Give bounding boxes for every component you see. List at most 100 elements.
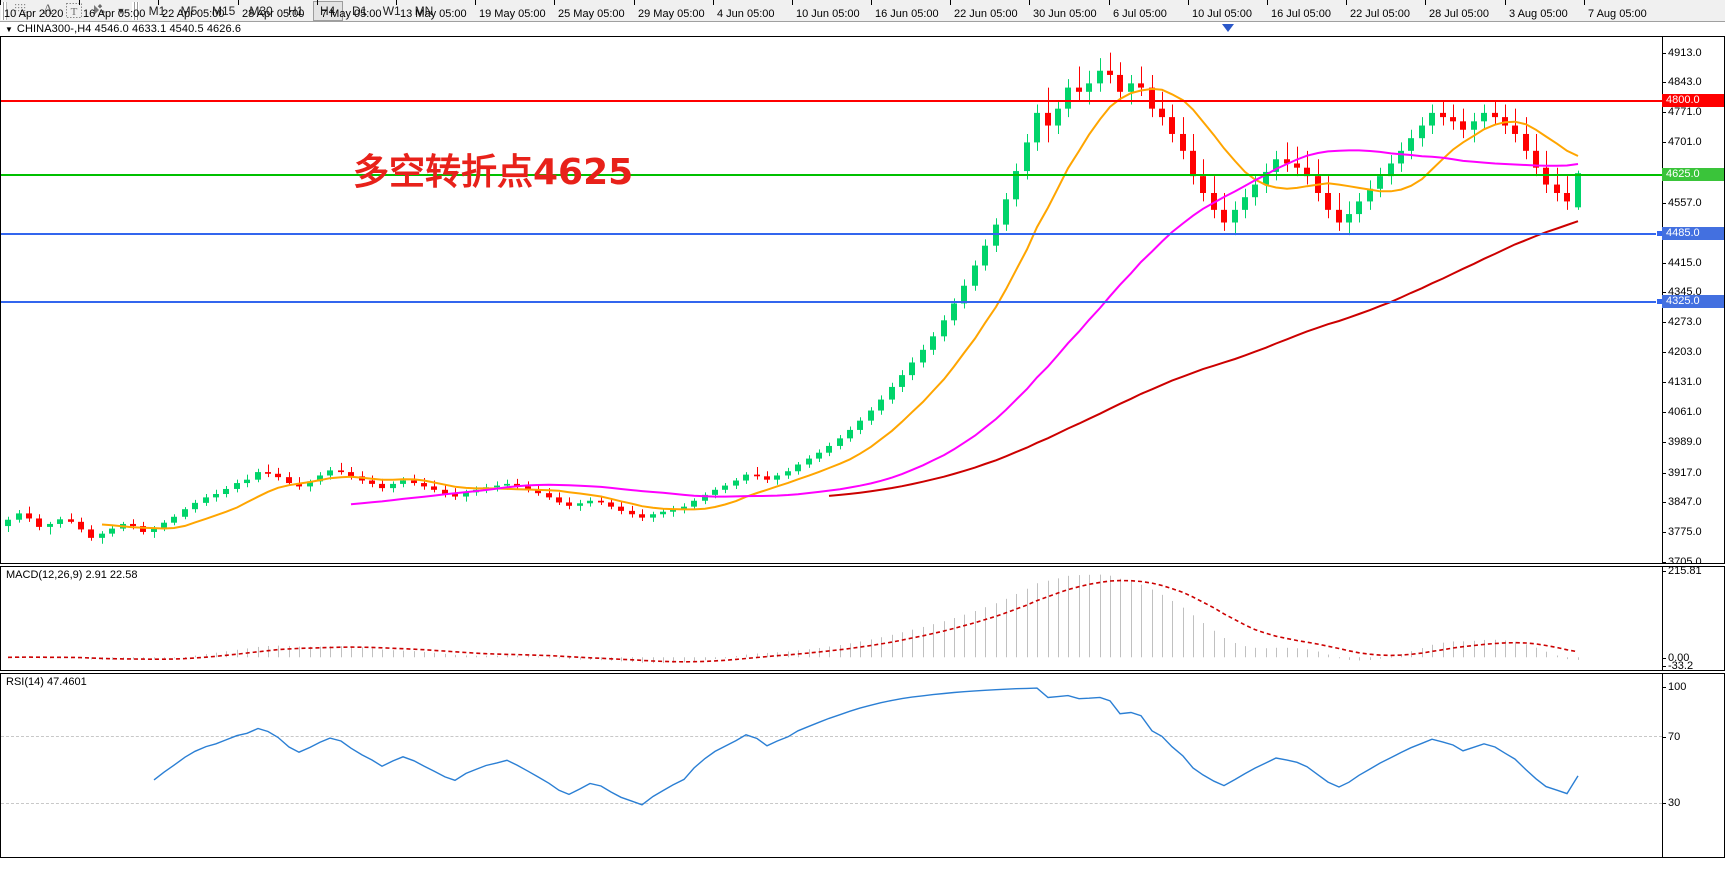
time-tick-label: 22 Jul 05:00: [1350, 8, 1410, 20]
macd-tick: 215.81: [1662, 566, 1724, 577]
timeframe-h4[interactable]: H4: [312, 0, 343, 21]
level-line-4325-0[interactable]: [1, 300, 1664, 303]
time-tick: [1267, 0, 1268, 5]
time-tick-label: 16 Apr 05:00: [83, 8, 146, 20]
time-tick-label: 10 Jul 05:00: [1192, 8, 1252, 20]
rsi-pane-label: RSI(14) 47.4601: [6, 676, 87, 688]
rsi-level-line: [1, 736, 1662, 738]
time-tick-label: 4 Jun 05:00: [717, 8, 775, 20]
price-tag-4800-0[interactable]: 4800.0: [1662, 94, 1724, 108]
crosshair-grid-icon[interactable]: F: [9, 1, 35, 21]
price-tick-label: 4131.0: [1668, 376, 1702, 389]
rsi-tick: 30: [1662, 797, 1724, 810]
svg-text:T: T: [71, 6, 78, 18]
chevron-down-icon[interactable]: ▼: [5, 24, 13, 34]
timeframe-mn[interactable]: MN: [414, 3, 434, 18]
price-tag-4325-0[interactable]: 4325.0: [1662, 294, 1724, 308]
time-tick: [1029, 0, 1030, 5]
price-tag-4625-0[interactable]: 4625.0: [1662, 168, 1724, 182]
level-line-4800-0[interactable]: [1, 100, 1664, 103]
timeframe-group: M1 M5 M15 M30 H1 H4 D1 W1 MN: [142, 0, 441, 21]
macd-tick-label: 215.81: [1668, 566, 1702, 577]
timeframe-m15[interactable]: M15: [212, 3, 236, 18]
time-tick: [1584, 0, 1585, 5]
dropdown-arrow-icon[interactable]: ▼: [116, 5, 126, 16]
macd-tick-label: 0.00: [1668, 651, 1690, 664]
price-plot-area[interactable]: [1, 37, 1724, 563]
price-tick-label: 3989.0: [1668, 436, 1702, 449]
ma-line: [828, 220, 1579, 497]
rsi-series: [153, 687, 1579, 806]
time-tick-label: 10 Apr 2020: [4, 8, 64, 20]
top-toolbar: F A T ▼ M1 M5 M15 M30 H1 H4 D1 W1 MN: [0, 0, 1725, 22]
macd-tick-label: -33.2: [1668, 659, 1694, 671]
text-box-icon[interactable]: T: [61, 1, 87, 21]
toolbar-separator: [132, 1, 139, 20]
text-label-icon[interactable]: A: [42, 2, 54, 18]
price-tick: 3705.0: [1662, 555, 1724, 563]
time-tick: [634, 0, 635, 5]
rsi-axis: 100 70 30: [1662, 674, 1724, 857]
ma-line: [101, 87, 1579, 530]
time-tick-label: 22 Apr 05:00: [162, 8, 225, 20]
price-axis[interactable]: 4913.0 4843.0 4771.0 4701.0 4557.0 4415.0 4345…: [1662, 37, 1724, 563]
rsi-level-line: [1, 802, 1662, 804]
price-tick-label: 3917.0: [1668, 466, 1702, 479]
price-tick-label: 4701.0: [1668, 135, 1702, 148]
price-tick: 4843.0: [1662, 75, 1724, 89]
timeframe-m30[interactable]: M30: [249, 3, 273, 18]
time-tick: [1109, 0, 1110, 5]
rsi-tick-label: 100: [1668, 680, 1687, 693]
time-tick: [1346, 0, 1347, 5]
price-tick-label: 4557.0: [1668, 196, 1702, 209]
price-tick-label: 4273.0: [1668, 316, 1702, 329]
time-tick-label: 10 Jun 05:00: [796, 8, 860, 20]
rsi-plot-area: [1, 674, 1724, 857]
timeframe-m5[interactable]: M5: [180, 3, 198, 18]
price-tick-label: 3847.0: [1668, 496, 1702, 509]
price-tick: 4273.0: [1662, 315, 1724, 329]
rsi-line: [153, 687, 1579, 806]
timeframe-w1[interactable]: W1: [382, 3, 401, 18]
price-tick: 3989.0: [1662, 435, 1724, 449]
time-tick-label: 22 Jun 05:00: [954, 8, 1018, 20]
macd-indicator-pane[interactable]: MACD(12,26,9) 2.91 22.58 215.81 0.00 -33.2: [0, 566, 1725, 671]
timeframe-m1[interactable]: M1: [148, 3, 166, 18]
price-tick-label: 4771.0: [1668, 106, 1702, 119]
objects-arrow-icon[interactable]: [87, 1, 113, 21]
price-tick: 4771.0: [1662, 105, 1724, 119]
price-tick-label: 4913.0: [1668, 46, 1702, 59]
rsi-tick-label: 30: [1668, 797, 1681, 810]
time-tick-label: 6 Jul 05:00: [1113, 8, 1167, 20]
toolbar-grip[interactable]: [1, 1, 7, 20]
time-tick: [871, 0, 872, 5]
rsi-indicator-pane[interactable]: RSI(14) 47.4601 100 70 30: [0, 673, 1725, 858]
time-tick-label: 3 Aug 05:00: [1509, 8, 1568, 20]
rsi-tick: 100: [1662, 680, 1724, 693]
macd-axis: 215.81 0.00 -33.2: [1662, 567, 1724, 670]
timeframe-d1[interactable]: D1: [352, 3, 368, 18]
macd-tick: 0.00: [1662, 651, 1724, 664]
time-tick: [1425, 0, 1426, 5]
time-tick: [158, 0, 159, 5]
macd-signal-line: [7, 579, 1579, 663]
time-tick-label: 28 Apr 05:00: [242, 8, 305, 20]
chart-annotation-text: 多空转折点4625: [353, 152, 634, 193]
price-tick-label: 4203.0: [1668, 345, 1702, 358]
level-line-4625-0[interactable]: [1, 174, 1664, 177]
price-tick: 3775.0: [1662, 525, 1724, 539]
price-tick: 4701.0: [1662, 135, 1724, 149]
time-tick-label: 7 May 05:00: [321, 8, 382, 20]
time-tick: [317, 0, 318, 5]
rsi-tick-label: 70: [1668, 730, 1681, 743]
price-chart-pane[interactable]: 4913.0 4843.0 4771.0 4701.0 4557.0 4415.0 4345…: [0, 37, 1725, 564]
level-line-4485-0[interactable]: [1, 233, 1664, 236]
time-tick-label: 19 May 05:00: [479, 8, 546, 20]
time-tick: [0, 0, 1, 5]
price-tick-label: 3775.0: [1668, 526, 1702, 539]
timeframe-h1[interactable]: H1: [288, 3, 304, 18]
price-tag-4485-0[interactable]: 4485.0: [1662, 227, 1724, 241]
macd-pane-label: MACD(12,26,9) 2.91 22.58: [6, 569, 138, 581]
time-tick-label: 28 Jul 05:00: [1429, 8, 1489, 20]
candlestick-series: [5, 52, 1581, 544]
